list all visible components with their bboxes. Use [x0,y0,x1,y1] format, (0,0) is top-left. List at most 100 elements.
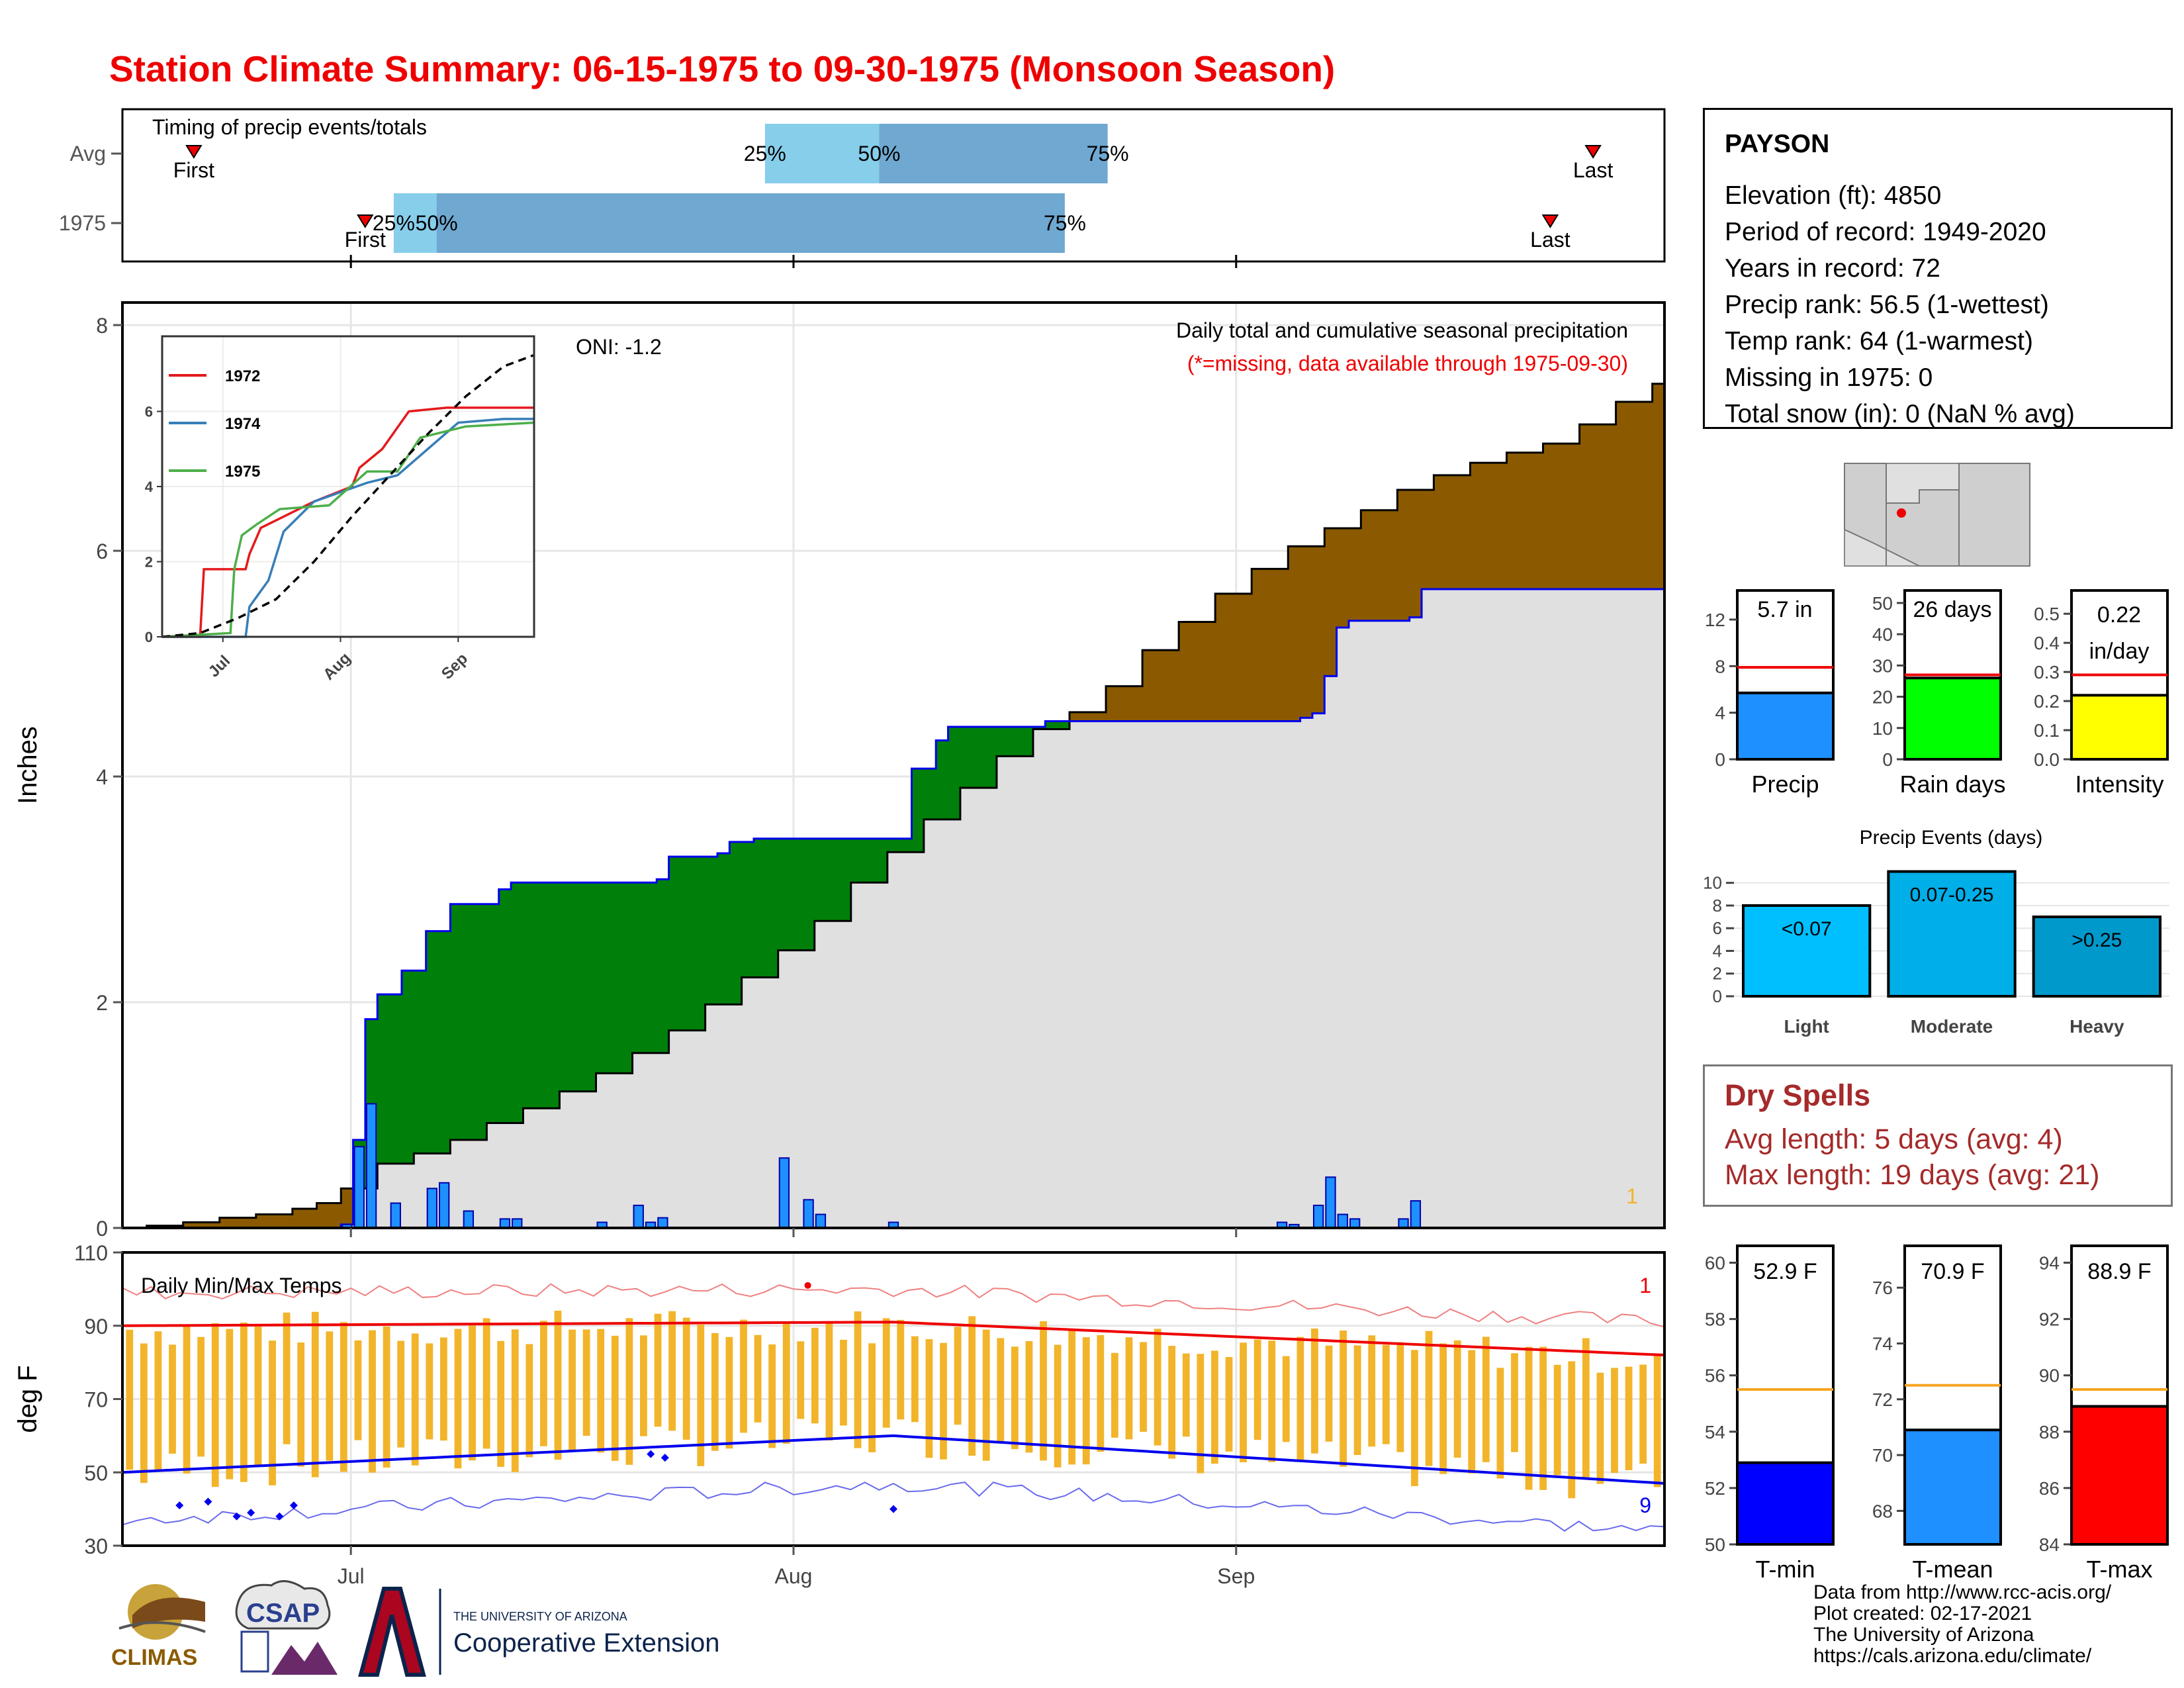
events-chart-title: Precip Events (days) [1860,827,2043,849]
deficit-band [1300,546,1313,718]
daily-temp-bar [954,1327,962,1425]
daily-temp-bar [997,1338,1005,1442]
deficit-band [1445,475,1459,590]
climas-mountain-icon [132,1597,205,1628]
side-y-tick-label: 52 [1705,1478,1725,1499]
surplus-band [596,882,609,1074]
surplus-band [644,882,657,1053]
deficit-band [1191,622,1204,722]
deficit-band [316,1203,330,1228]
daily-temp-bar [511,1329,519,1472]
daily-temp-bar [782,1323,790,1444]
timing-p75-label: 75% [1087,142,1129,165]
surplus-band [535,882,548,1109]
deficit-band [1385,510,1398,621]
surplus-band [668,857,682,1031]
events-bar-label: 0.07-0.25 [1910,884,1994,906]
daily-temp-bar [525,1344,533,1458]
daily-temp-bar [940,1342,947,1460]
deficit-band [1288,546,1301,722]
first-marker-icon [356,214,374,228]
surplus-band [899,838,913,853]
daily-temp-bar [1653,1354,1661,1487]
daily-precip-bar [803,1199,814,1229]
footer-line: https://cals.arizona.edu/climate/ [1813,1645,2092,1667]
surplus-band [705,857,718,1005]
side-value-bar [1736,1461,1835,1546]
daily-temp-bar [882,1318,890,1428]
daily-temp-bar [211,1323,219,1487]
deficit-band [1494,463,1508,590]
daily-temp-bar [354,1340,362,1440]
daily-temp-bar [1253,1339,1261,1440]
footer-line: Data from http://www.rcc-acis.org/ [1813,1581,2112,1603]
deficit-band [1373,510,1386,621]
events-y-tick-label: 2 [1713,964,1722,984]
deficit-band [1579,424,1592,590]
dry-spells-avg: Avg length: 5 days (avg: 4) [1725,1123,2063,1155]
side-y-tick-label: 0.3 [2034,662,2060,682]
precip-y-tick-label: 4 [96,765,108,789]
daily-temp-bar [1111,1352,1118,1438]
deficit-band [1081,712,1095,722]
record-low-marker-icon [175,1501,184,1510]
daily-temp-bar [297,1342,305,1467]
avg-tmin-line [122,1434,1665,1485]
daily-precip-bar [657,1217,668,1229]
events-y-tick-label: 8 [1713,896,1722,915]
side-y-tick-label: 0.5 [2034,604,2060,624]
side-y-tick-label: 50 [1705,1534,1725,1555]
daily-temp-bar [269,1340,276,1485]
daily-temp-bar [1511,1353,1518,1452]
timing-bar-25-50 [393,193,437,253]
daily-temp-bar [1054,1344,1062,1468]
deficit-band [1567,444,1580,590]
surplus-band [498,889,512,1123]
deficit-band [1106,686,1119,722]
timing-row-label: Avg [69,142,106,165]
deficit-band [255,1214,269,1228]
daily-temp-bar [1097,1335,1105,1452]
precip-y-tick-label: 6 [96,539,108,563]
daily-temp-bar [1496,1368,1504,1479]
daily-precip-bar [390,1202,401,1229]
timing-first-label: First [173,158,214,182]
record-low-line [122,1481,1665,1532]
timing-p25-label: 25% [744,142,786,165]
daily-precip-bar [1312,1204,1324,1229]
deficit-band [1275,569,1289,722]
side-y-tick-label: 0.4 [2034,633,2060,653]
side-y-tick-label: 10 [1872,718,1893,739]
daily-temp-bar [554,1311,562,1460]
inset-y-tick-label: 0 [145,629,153,645]
daily-temp-bar [1639,1364,1647,1464]
daily-temp-bar [668,1311,676,1431]
inset-series-line [162,418,534,638]
daily-temp-bar [383,1326,390,1468]
daily-temp-bar [640,1335,647,1436]
temp-x-tick-label: Aug [775,1564,813,1588]
daily-temp-bar [1353,1345,1361,1456]
record-high-line [122,1283,1665,1328]
deficit-band [1312,546,1325,714]
climas-swoosh-icon [118,1621,206,1633]
station-precip-rank: Precip rank: 56.5 (1-wettest) [1725,291,2049,319]
daily-precip-bar [633,1204,644,1229]
daily-temp-bar [1182,1353,1190,1437]
surplus-band [620,882,633,1074]
daily-precip-bar [499,1218,511,1229]
side-y-tick-label: 72 [1872,1389,1893,1410]
record-low-marker-icon [232,1512,241,1521]
daily-temp-bar [625,1318,633,1465]
events-bar-label: >0.25 [2071,929,2122,951]
record-low-marker-icon [289,1501,298,1510]
surplus-band [523,882,536,1109]
events-bar [1742,904,1872,998]
station-missing: Missing in 1975: 0 [1725,363,1933,392]
timing-bar-25-50 [764,124,880,183]
daily-temp-bar [1068,1328,1076,1465]
surplus-band [438,931,451,1154]
daily-temp-bar [611,1335,619,1461]
